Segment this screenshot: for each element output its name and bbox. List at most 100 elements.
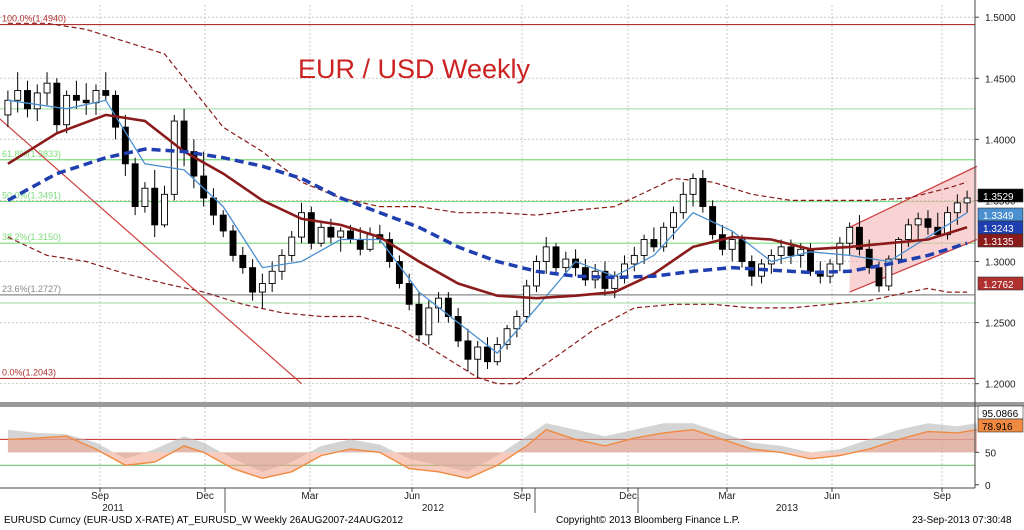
candle-body	[464, 340, 472, 360]
candle	[630, 246, 638, 272]
candle	[924, 210, 932, 235]
candle	[307, 206, 315, 250]
candle-body	[484, 346, 491, 363]
candle	[484, 337, 491, 370]
osc-y-tick-label: 50	[985, 448, 997, 459]
x-month-label: Sep	[513, 491, 531, 502]
candle-body	[249, 267, 257, 293]
candle	[229, 224, 237, 262]
x-month-label: Sep	[91, 491, 109, 502]
candle	[24, 80, 31, 118]
candle-body	[670, 212, 677, 228]
candle	[689, 173, 697, 207]
candle-body	[356, 239, 364, 250]
candle-body	[924, 218, 932, 228]
candle	[170, 114, 178, 201]
x-month-label: Dec	[196, 491, 214, 502]
candle-body	[532, 261, 540, 287]
candle-body	[679, 193, 687, 214]
candle-body	[542, 246, 550, 262]
candle	[43, 72, 51, 106]
candle	[102, 72, 110, 101]
price-box	[977, 276, 1024, 291]
candle-body	[777, 246, 785, 256]
candle	[777, 239, 785, 264]
osc-value-box	[977, 418, 1024, 433]
candle-body	[904, 224, 912, 240]
x-month-label: Mar	[718, 491, 736, 502]
candle-body	[43, 82, 51, 94]
candle-body	[601, 270, 609, 289]
candle	[542, 237, 550, 274]
fib-label: 61.8%(1.3833)	[2, 149, 61, 159]
candle-body	[112, 94, 120, 128]
candle-body	[200, 175, 208, 199]
candle	[650, 227, 658, 252]
candle	[444, 292, 452, 323]
candle-body	[102, 90, 110, 96]
candle	[709, 200, 717, 240]
osc-value-box-label: 78.916	[982, 422, 1013, 433]
candle	[53, 78, 61, 134]
candle	[386, 232, 394, 268]
candle-body	[855, 226, 863, 250]
candle	[532, 255, 540, 293]
candle	[82, 83, 90, 115]
candle-body	[503, 328, 511, 346]
candle-body	[797, 248, 805, 256]
candle	[846, 222, 854, 256]
candle-body	[307, 212, 315, 244]
footer-left: EURUSD Curncy (EUR-USD X-RATE) AT_EURUSD…	[4, 515, 403, 526]
candle-body	[33, 92, 41, 110]
fib-label: 0.0%(1.2043)	[2, 367, 56, 377]
candle	[121, 114, 129, 177]
candle-body	[288, 236, 296, 256]
candle-body	[885, 258, 893, 287]
ma-fast-line	[7, 99, 968, 354]
price-box-label: 1.2762	[983, 280, 1014, 291]
candle	[699, 169, 707, 213]
x-month-label: Jun	[824, 491, 840, 502]
candle-body	[63, 94, 71, 126]
fib-label: 100.0%(1.4940)	[2, 14, 66, 24]
candle	[288, 230, 296, 262]
candle	[161, 185, 168, 228]
candle	[523, 279, 531, 323]
candle-body	[298, 212, 305, 238]
candle-body	[258, 283, 266, 293]
fib-label: 50.0%(1.3491)	[2, 191, 61, 201]
candle	[640, 234, 648, 264]
candle	[914, 212, 922, 240]
candle	[415, 292, 423, 341]
candle-body	[953, 202, 961, 214]
candle-body	[640, 239, 648, 256]
x-year-label: 2011	[102, 503, 124, 514]
candle-body	[444, 297, 452, 317]
y-tick-label: 1.5000	[985, 13, 1016, 24]
candle	[581, 259, 589, 286]
candle-body	[454, 316, 462, 342]
candle-body	[415, 303, 423, 336]
trend-line	[0, 118, 302, 385]
candle-body	[151, 187, 159, 226]
candle	[151, 169, 159, 238]
candle	[953, 194, 961, 225]
candle	[601, 261, 609, 296]
candle	[395, 255, 403, 289]
x-year-label: 2013	[776, 503, 799, 514]
y-tick-label: 1.2000	[985, 380, 1016, 391]
candle	[131, 157, 139, 216]
price-box-label: 1.3135	[983, 237, 1014, 248]
candle	[464, 328, 472, 372]
x-month-label: Mar	[301, 491, 319, 502]
candle-body	[209, 197, 217, 216]
candle-body	[562, 258, 570, 269]
x-year-label: 2012	[422, 503, 445, 514]
osc-red-area	[7, 429, 977, 479]
candle-body	[327, 226, 335, 238]
candle-body	[425, 307, 433, 336]
candle-body	[826, 263, 834, 277]
candle-body	[572, 258, 580, 269]
osc-y-tick-label: 0	[985, 481, 991, 492]
candle-body	[699, 178, 707, 208]
